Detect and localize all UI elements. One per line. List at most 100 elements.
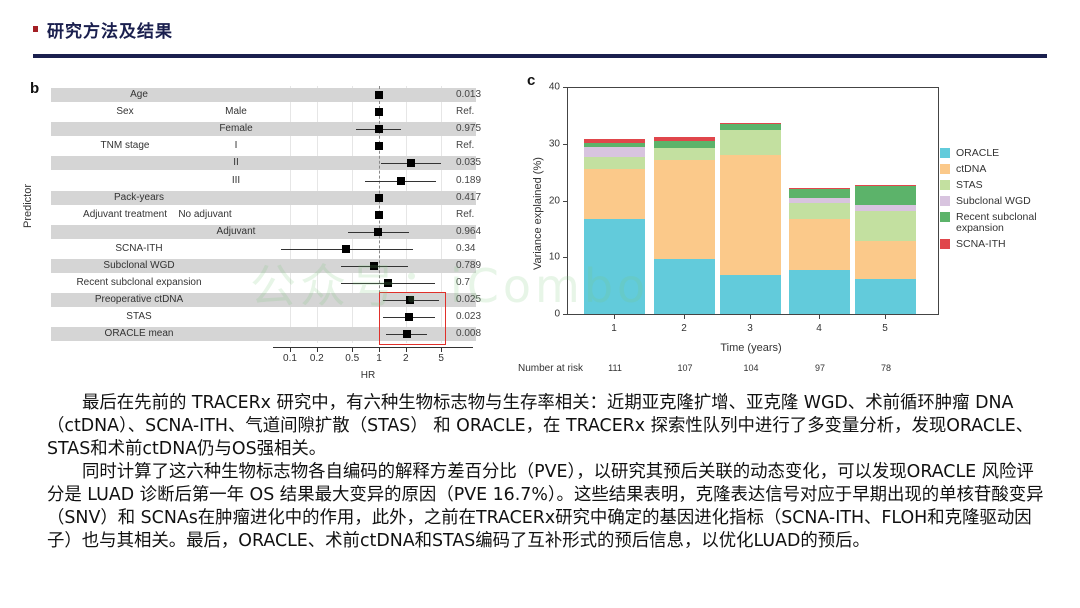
bar-y-axis (567, 87, 568, 314)
y-tick (563, 257, 567, 259)
level-label: I (234, 140, 238, 152)
bar-segment-scna-ith (789, 188, 850, 190)
paragraph-1: 最后在先前的 TRACERx 研究中，有六种生物标志物与生存率相关：近期亚克隆扩… (47, 393, 1034, 459)
predictor-label: ORACLE mean (104, 328, 174, 340)
legend-item: SCNA-ITH (940, 239, 1066, 250)
p-value: 0.964 (456, 225, 482, 237)
x-tick (885, 315, 886, 319)
legend-item: Recent subclonal expansion (940, 212, 1066, 234)
stacked-bar (584, 139, 645, 314)
bar-segment-recent-subclonal-expansion (720, 124, 781, 131)
legend-swatch (940, 196, 950, 206)
predictor-label: STAS (126, 311, 152, 323)
predictor-label: Pack-years (113, 191, 165, 203)
legend-label: Subclonal WGD (956, 195, 1031, 207)
forest-row (51, 327, 476, 342)
grid-line (290, 86, 291, 343)
number-at-risk-value: 78 (880, 363, 892, 373)
legend-item: ORACLE (940, 148, 1066, 159)
number-at-risk-value: 97 (814, 363, 826, 373)
bar-segment-stas (584, 156, 645, 169)
bar-segment-recent-subclonal-expansion (654, 141, 715, 149)
forest-x-axis (273, 347, 473, 348)
x-tick (750, 315, 751, 319)
x-tick (352, 348, 354, 352)
forest-row (51, 156, 476, 171)
x-tick (405, 348, 407, 352)
bar-segment-oracle (654, 258, 715, 314)
legend-label: Recent subclonal expansion (956, 211, 1037, 234)
stacked-bar (789, 188, 850, 314)
forest-row (51, 224, 476, 239)
y-tick (563, 314, 567, 315)
stacked-bar (654, 136, 715, 314)
predictor-label: Age (130, 89, 148, 100)
legend-label: SCNA-ITH (956, 238, 1006, 250)
p-value: Ref. (456, 208, 475, 220)
x-tick-label: 2 (403, 353, 409, 364)
significant-predictors-highlight-box (379, 292, 446, 346)
p-value: 0.34 (456, 242, 476, 254)
x-tick-label: 1 (611, 323, 617, 334)
slide-title: 研究方法及结果 (47, 21, 173, 42)
legend-item: STAS (940, 180, 1066, 191)
x-tick-label: 5 (438, 353, 444, 364)
p-value: 0.008 (456, 328, 482, 340)
forest-row (51, 105, 476, 119)
x-tick-label: 0.5 (345, 353, 360, 364)
legend-swatch (940, 180, 950, 190)
y-tick (563, 87, 567, 88)
y-tick-label: 40 (548, 81, 560, 93)
bar-segment-oracle (855, 279, 916, 314)
level-label: Adjuvant (216, 225, 256, 237)
level-label: Male (225, 106, 247, 118)
forest-row (51, 190, 476, 205)
number-at-risk-value: 111 (608, 363, 622, 373)
predictor-label: TNM stage (100, 140, 150, 152)
legend-item: ctDNA (940, 164, 1066, 175)
paragraph-2: 同时计算了这六种生物标志物各自编码的解释方差百分比（PVE），以研究其预后关联的… (47, 462, 1044, 551)
x-tick-label: 1 (376, 353, 382, 364)
p-value: 0.023 (456, 311, 482, 323)
bar-segment-scna-ith (855, 185, 916, 187)
legend-swatch (940, 148, 950, 158)
bar-segment-stas (789, 202, 850, 219)
y-tick-label: 30 (548, 138, 560, 150)
p-value: Ref. (456, 140, 475, 152)
hazard-ratio-point (369, 262, 378, 270)
hazard-ratio-point (396, 176, 405, 185)
x-tick (684, 315, 685, 319)
hazard-ratio-point (375, 210, 383, 219)
x-tick (379, 348, 380, 352)
plot-frame-top (567, 87, 939, 88)
bar-segment-oracle (584, 219, 645, 314)
hazard-ratio-point (375, 125, 383, 134)
p-value: 0.013 (456, 89, 482, 100)
grid-line (441, 86, 443, 343)
legend-swatch (940, 164, 950, 174)
x-tick (819, 315, 820, 319)
p-value: 0.035 (456, 157, 482, 169)
bar-x-axis (567, 314, 939, 315)
bar-segment-ctdna (789, 218, 850, 271)
hazard-ratio-point (383, 279, 392, 288)
bar-segment-scna-ith (720, 122, 781, 125)
bar-segment-scna-ith (584, 139, 645, 143)
hazard-ratio-point (407, 159, 416, 168)
p-value: 0.189 (456, 174, 482, 186)
p-value: 0.025 (456, 294, 482, 306)
bar-segment-subclonal-wgd (584, 146, 645, 157)
bar-segment-recent-subclonal-expansion (855, 186, 916, 206)
bar-segment-ctdna (720, 154, 781, 276)
level-label: II (233, 157, 239, 169)
hazard-ratio-point (375, 108, 383, 117)
legend-swatch (940, 239, 950, 249)
chart-legend: ORACLE ctDNA STAS Subclonal WGD Recent subcl… (940, 148, 1066, 255)
predictor-label: Adjuvant treatment (83, 208, 167, 220)
p-value: 0.417 (456, 191, 482, 203)
bar-segment-subclonal-wgd (855, 205, 916, 211)
bar-segment-recent-subclonal-expansion (584, 142, 645, 147)
x-tick (441, 348, 443, 352)
bar-segment-stas (720, 130, 781, 155)
